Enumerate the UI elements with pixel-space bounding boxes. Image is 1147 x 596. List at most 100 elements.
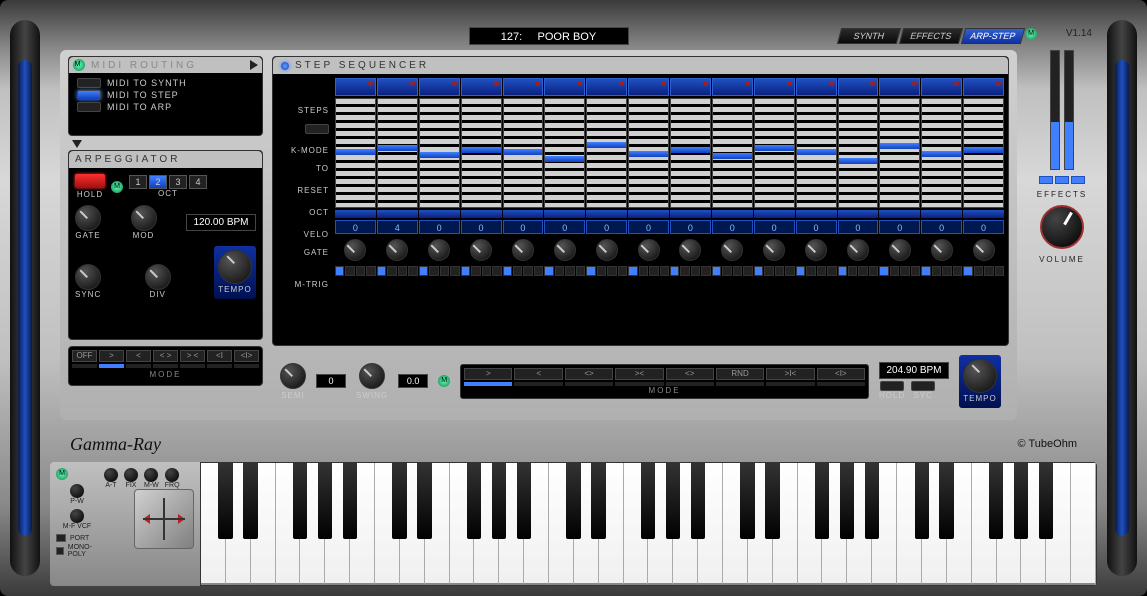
step-mtrig-14[interactable]: [879, 266, 920, 276]
kb-port-switch[interactable]: [56, 534, 66, 542]
white-key[interactable]: [474, 463, 499, 585]
step-top-12[interactable]: [796, 78, 837, 96]
step-oct-5[interactable]: [503, 210, 544, 218]
arp-gate-knob[interactable]: [75, 205, 101, 231]
step-velo-7[interactable]: 0: [586, 220, 627, 234]
white-key[interactable]: [847, 463, 872, 585]
arp-mod-knob[interactable]: [131, 205, 157, 231]
step-mtrig-4[interactable]: [461, 266, 502, 276]
white-key[interactable]: [499, 463, 524, 585]
step-oct-13[interactable]: [838, 210, 879, 218]
arp-mode-3[interactable]: < >: [153, 350, 178, 362]
step-top-9[interactable]: [670, 78, 711, 96]
step-top-2[interactable]: [377, 78, 418, 96]
fx-btn-3[interactable]: [1071, 176, 1085, 184]
step-mtrig-1[interactable]: [335, 266, 376, 276]
step-top-4[interactable]: [461, 78, 502, 96]
white-key[interactable]: [276, 463, 301, 585]
seq-swing-knob[interactable]: [359, 363, 385, 389]
seq-hold-toggle[interactable]: [880, 381, 904, 391]
step-note-4[interactable]: [461, 98, 502, 208]
step-mtrig-7[interactable]: [586, 266, 627, 276]
seq-mode-3[interactable]: <>: [565, 368, 613, 380]
step-velo-10[interactable]: 0: [712, 220, 753, 234]
white-key[interactable]: [375, 463, 400, 585]
triangle-right-icon[interactable]: [250, 60, 258, 70]
joystick[interactable]: [134, 489, 194, 549]
step-gate-knob-3[interactable]: [428, 239, 450, 261]
step-velo-2[interactable]: 4: [377, 220, 418, 234]
step-oct-14[interactable]: [879, 210, 920, 218]
step-note-15[interactable]: [921, 98, 962, 208]
step-top-11[interactable]: [754, 78, 795, 96]
step-oct-12[interactable]: [796, 210, 837, 218]
seq-mode-7[interactable]: >I<: [766, 368, 814, 380]
step-mtrig-12[interactable]: [796, 266, 837, 276]
step-velo-13[interactable]: 0: [838, 220, 879, 234]
white-key[interactable]: [350, 463, 375, 585]
seq-mode-4[interactable]: ><: [615, 368, 663, 380]
step-top-14[interactable]: [879, 78, 920, 96]
step-oct-2[interactable]: [377, 210, 418, 218]
white-key[interactable]: [549, 463, 574, 585]
white-key[interactable]: [997, 463, 1022, 585]
step-mtrig-11[interactable]: [754, 266, 795, 276]
step-velo-11[interactable]: 0: [754, 220, 795, 234]
midi-synth-toggle[interactable]: [77, 78, 101, 88]
white-key[interactable]: [574, 463, 599, 585]
seq-mode-2[interactable]: <: [514, 368, 562, 380]
arp-mode-1[interactable]: >: [99, 350, 124, 362]
step-oct-7[interactable]: [586, 210, 627, 218]
arp-oct-4[interactable]: 4: [189, 175, 207, 189]
white-key[interactable]: [624, 463, 649, 585]
step-note-6[interactable]: [544, 98, 585, 208]
seq-syc-toggle[interactable]: [911, 381, 935, 391]
step-gate-knob-12[interactable]: [805, 239, 827, 261]
step-oct-4[interactable]: [461, 210, 502, 218]
step-gate-knob-15[interactable]: [931, 239, 953, 261]
step-velo-14[interactable]: 0: [879, 220, 920, 234]
step-note-13[interactable]: [838, 98, 879, 208]
white-key[interactable]: [822, 463, 847, 585]
step-velo-1[interactable]: 0: [335, 220, 376, 234]
step-gate-knob-7[interactable]: [596, 239, 618, 261]
step-gate-knob-13[interactable]: [847, 239, 869, 261]
step-velo-9[interactable]: 0: [670, 220, 711, 234]
arp-oct-2[interactable]: 2: [149, 175, 167, 189]
white-key[interactable]: [947, 463, 972, 585]
kb-mw-knob[interactable]: [144, 468, 158, 482]
white-key[interactable]: [1021, 463, 1046, 585]
white-key[interactable]: [698, 463, 723, 585]
fx-btn-1[interactable]: [1039, 176, 1053, 184]
fx-btn-2[interactable]: [1055, 176, 1069, 184]
kb-mfvcf-knob[interactable]: [70, 509, 84, 523]
step-mtrig-13[interactable]: [838, 266, 879, 276]
step-oct-10[interactable]: [712, 210, 753, 218]
step-note-10[interactable]: [712, 98, 753, 208]
seq-mode-6[interactable]: RND: [716, 368, 764, 380]
step-velo-12[interactable]: 0: [796, 220, 837, 234]
step-note-16[interactable]: [963, 98, 1004, 208]
seq-tempo-knob[interactable]: [963, 359, 997, 393]
white-key[interactable]: [201, 463, 226, 585]
step-gate-knob-11[interactable]: [763, 239, 785, 261]
arp-mode-2[interactable]: <: [126, 350, 151, 362]
step-velo-6[interactable]: 0: [544, 220, 585, 234]
step-mtrig-10[interactable]: [712, 266, 753, 276]
step-oct-11[interactable]: [754, 210, 795, 218]
tab-synth[interactable]: SYNTH: [837, 28, 901, 44]
arp-mode-off[interactable]: OFF: [72, 350, 97, 362]
step-top-15[interactable]: [921, 78, 962, 96]
step-gate-knob-2[interactable]: [386, 239, 408, 261]
step-gate-knob-1[interactable]: [344, 239, 366, 261]
white-key[interactable]: [300, 463, 325, 585]
seq-swing-value[interactable]: 0.0: [398, 374, 428, 388]
seq-kmode-toggle[interactable]: [305, 124, 329, 134]
arp-mode-6[interactable]: <I>: [234, 350, 259, 362]
seq-mode-8[interactable]: <I>: [817, 368, 865, 380]
white-key[interactable]: [450, 463, 475, 585]
step-mtrig-16[interactable]: [963, 266, 1004, 276]
seq-semi-value[interactable]: 0: [316, 374, 346, 388]
arp-div-knob[interactable]: [145, 264, 171, 290]
step-oct-1[interactable]: [335, 210, 376, 218]
